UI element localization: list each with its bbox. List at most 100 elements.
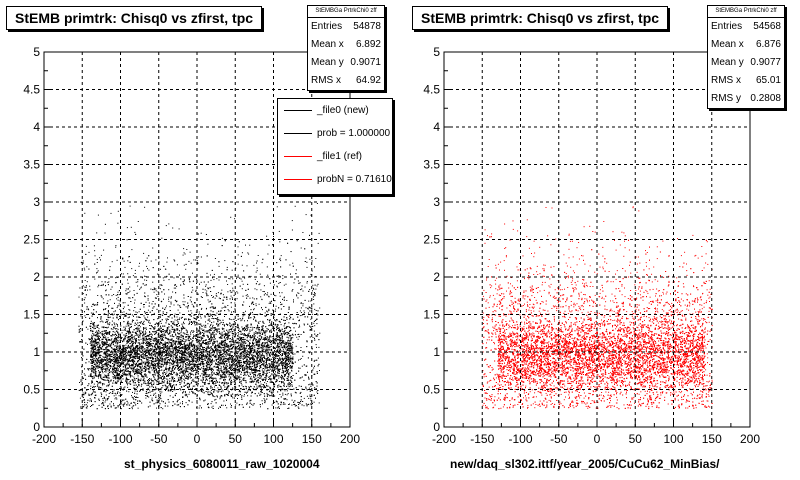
- data-point: [287, 355, 289, 357]
- data-point: [90, 357, 92, 358]
- data-point: [230, 358, 232, 360]
- data-point: [97, 382, 99, 384]
- data-point: [225, 358, 227, 360]
- data-point: [224, 360, 225, 362]
- data-point: [183, 372, 185, 374]
- data-point: [159, 365, 161, 367]
- data-point: [243, 374, 245, 376]
- data-point: [274, 338, 276, 340]
- data-point: [221, 371, 223, 373]
- data-point: [170, 321, 172, 322]
- data-point: [177, 354, 178, 356]
- data-point: [162, 351, 164, 352]
- data-point: [276, 319, 278, 321]
- data-point: [206, 347, 208, 349]
- data-point: [255, 380, 257, 382]
- data-point: [246, 362, 248, 364]
- data-point: [264, 365, 266, 367]
- data-point: [167, 346, 169, 348]
- data-point: [96, 344, 98, 346]
- data-point: [171, 352, 173, 354]
- data-point: [238, 328, 240, 330]
- data-point: [107, 339, 109, 341]
- data-point: [273, 355, 275, 357]
- data-point: [157, 347, 159, 349]
- data-point: [139, 336, 141, 338]
- data-point: [220, 350, 222, 352]
- data-point: [131, 341, 132, 343]
- data-point: [104, 332, 106, 334]
- data-point: [236, 375, 238, 376]
- data-point: [105, 352, 107, 354]
- data-point: [251, 350, 253, 351]
- data-point: [161, 336, 163, 338]
- data-point: [247, 373, 249, 375]
- data-point: [119, 341, 121, 343]
- data-point: [286, 350, 288, 352]
- data-point: [123, 364, 125, 366]
- data-point: [221, 374, 223, 376]
- data-point: [213, 321, 215, 323]
- data-point: [199, 344, 201, 346]
- data-point: [138, 339, 140, 341]
- data-point: [256, 353, 258, 355]
- data-point: [176, 357, 178, 359]
- data-point: [221, 375, 223, 377]
- data-point: [253, 381, 254, 383]
- data-point: [222, 356, 224, 358]
- data-point: [220, 335, 222, 337]
- data-point: [261, 343, 263, 345]
- data-point: [282, 341, 284, 343]
- data-point: [169, 378, 171, 380]
- data-point: [111, 341, 113, 343]
- data-point: [245, 352, 247, 354]
- data-point: [276, 375, 277, 377]
- data-point: [161, 344, 163, 346]
- data-point: [208, 338, 210, 340]
- data-point: [118, 349, 120, 351]
- data-point: [198, 320, 200, 321]
- data-point: [175, 348, 177, 350]
- data-point: [238, 339, 240, 341]
- data-point: [226, 352, 228, 354]
- data-point: [116, 349, 118, 351]
- data-point: [129, 338, 131, 340]
- data-point: [101, 331, 103, 332]
- data-point: [139, 369, 141, 371]
- data-point: [151, 352, 153, 354]
- data-point: [215, 377, 217, 379]
- data-point: [134, 342, 136, 344]
- data-point: [121, 332, 123, 334]
- data-point: [223, 336, 225, 338]
- data-point: [189, 391, 191, 393]
- data-point: [176, 372, 178, 374]
- data-point: [198, 341, 200, 343]
- data-point: [278, 377, 280, 379]
- data-point: [223, 347, 225, 349]
- data-point: [252, 357, 254, 359]
- data-point: [172, 360, 174, 362]
- data-point: [255, 360, 256, 362]
- data-point: [108, 364, 110, 366]
- data-point: [257, 364, 259, 366]
- data-point: [95, 365, 97, 367]
- data-point: [191, 387, 193, 389]
- data-point: [91, 334, 93, 336]
- data-point: [286, 379, 288, 381]
- data-point: [227, 350, 229, 352]
- data-point: [264, 315, 266, 317]
- data-point: [182, 347, 184, 349]
- data-point: [103, 344, 105, 346]
- data-point: [121, 329, 123, 331]
- data-point: [98, 330, 100, 332]
- data-point: [248, 386, 250, 388]
- data-point: [240, 337, 242, 339]
- data-point: [177, 365, 179, 367]
- data-point: [262, 349, 264, 351]
- data-point: [137, 339, 139, 341]
- data-point: [191, 370, 193, 372]
- data-point: [205, 339, 207, 340]
- data-point: [136, 368, 138, 370]
- data-point: [176, 337, 177, 339]
- data-point: [137, 370, 139, 372]
